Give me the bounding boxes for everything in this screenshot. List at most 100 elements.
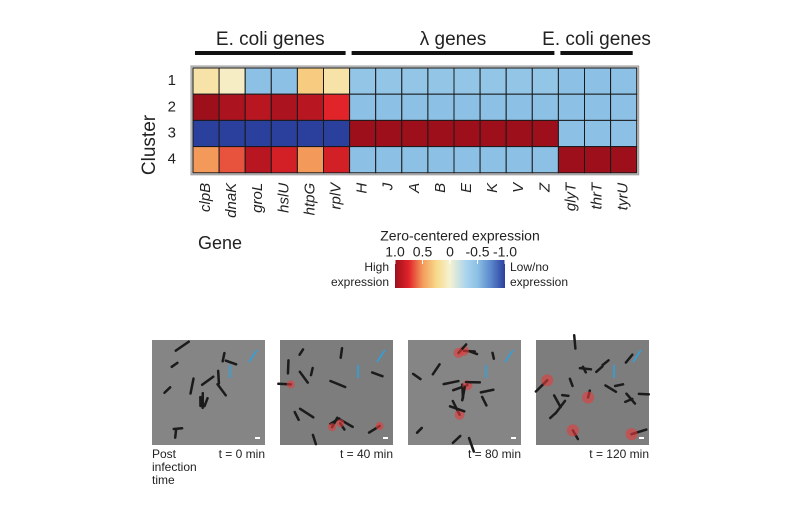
heatmap-cell xyxy=(610,93,638,121)
heatmap-cell xyxy=(479,93,507,121)
lysis-signal xyxy=(566,424,579,437)
arrow xyxy=(504,349,514,363)
heatmap-cell xyxy=(401,119,429,148)
bacterium xyxy=(451,434,462,445)
heatmap-cell xyxy=(244,93,272,121)
bacterium xyxy=(411,372,422,381)
gene-label: V xyxy=(510,181,527,193)
bacterium xyxy=(174,340,190,352)
heatmap-cell xyxy=(557,67,586,95)
heatmap-cell xyxy=(401,67,429,95)
low-label: Low/no xyxy=(510,260,549,274)
heatmap-cell xyxy=(296,119,324,148)
bacterium xyxy=(469,350,479,356)
colorbar-title: Zero-centered expression xyxy=(380,228,540,244)
gene-label: dnaK xyxy=(223,182,240,218)
heatmap-cell xyxy=(557,93,586,121)
heatmap-cell xyxy=(244,119,272,148)
scale-bar xyxy=(511,437,516,439)
lysis-signal xyxy=(541,374,554,387)
micrograph xyxy=(280,340,393,445)
gene-label: rplV xyxy=(328,181,345,210)
bacterium xyxy=(604,384,618,394)
bacterium xyxy=(431,363,441,376)
bacterium xyxy=(298,348,305,356)
bacterium xyxy=(480,395,488,407)
heatmap-cell xyxy=(427,93,455,121)
colorbar-tick-label: 1.0 xyxy=(385,244,405,260)
bacterium xyxy=(339,346,344,359)
heatmap-cell xyxy=(505,93,533,121)
heatmap-cell xyxy=(453,67,481,95)
bacterium xyxy=(329,379,347,389)
bacterium xyxy=(370,371,384,378)
heatmap-cell xyxy=(349,93,377,121)
bacterium xyxy=(467,436,476,453)
gene-label: thrT xyxy=(589,181,606,210)
bacterium xyxy=(554,399,567,415)
heatmap-cell xyxy=(479,119,507,148)
low-label: expression xyxy=(510,275,568,289)
heatmap-cell xyxy=(479,67,507,95)
bacterium xyxy=(594,365,604,374)
heatmap-cell xyxy=(218,67,246,95)
bacterium xyxy=(448,405,466,413)
gene-label: J xyxy=(380,182,397,191)
heatmap-cell xyxy=(401,146,429,174)
row-label: 4 xyxy=(168,151,176,168)
bacterium xyxy=(170,361,179,369)
bacterium xyxy=(578,366,593,371)
gene-label: htpG xyxy=(301,182,318,215)
gene-label: K xyxy=(484,182,501,193)
bacterium xyxy=(286,359,290,375)
bacterium xyxy=(552,394,562,409)
heatmap-cell xyxy=(584,67,612,95)
bacterium xyxy=(173,428,178,439)
heatmap-cell xyxy=(427,67,455,95)
heatmap-cell xyxy=(270,93,298,121)
heatmap-cell xyxy=(323,146,351,174)
lysis-signal xyxy=(625,428,638,441)
heatmap-cell xyxy=(323,93,351,121)
heatmap-cell xyxy=(610,146,638,174)
row-label: 2 xyxy=(168,98,176,115)
heatmap-cell xyxy=(218,119,246,148)
panel-caption: time xyxy=(152,473,175,487)
micrograph xyxy=(152,340,265,445)
bacterium xyxy=(311,433,318,446)
scale-bar xyxy=(383,437,388,439)
bacterium xyxy=(581,365,588,374)
heatmap-cell xyxy=(427,119,455,148)
heatmap-cell xyxy=(349,146,377,174)
heatmap-cell xyxy=(505,67,533,95)
bacterium xyxy=(298,370,309,384)
heatmap-cell xyxy=(192,146,220,174)
heatmap-cell xyxy=(270,119,298,148)
heatmap-cell xyxy=(427,146,455,174)
lysis-signal xyxy=(375,422,384,431)
heatmap-cell xyxy=(610,119,638,148)
heatmap-cell xyxy=(296,93,324,121)
gene-label: Z xyxy=(536,182,553,193)
colorbar-tick-label: 0 xyxy=(446,244,454,260)
panel-caption: infection xyxy=(152,460,197,474)
heatmap-cell xyxy=(323,119,351,148)
bacterium xyxy=(293,410,300,422)
bacterium xyxy=(298,407,315,419)
heatmap-cell xyxy=(296,146,324,174)
heatmap-cell xyxy=(453,119,481,148)
scale-bar xyxy=(255,437,260,439)
gene-label: E xyxy=(458,182,475,193)
panel-label: t = 0 min xyxy=(219,447,265,461)
bacterium xyxy=(415,426,424,434)
lysis-signal xyxy=(453,348,464,359)
heatmap-cell xyxy=(505,146,533,174)
heatmap-cell xyxy=(192,67,220,95)
heatmap-cell xyxy=(244,146,272,174)
colorbar xyxy=(395,260,505,288)
bacterium xyxy=(163,386,172,395)
heatmap-cell xyxy=(401,93,429,121)
heatmap-cell xyxy=(323,67,351,95)
heatmap-cell xyxy=(375,67,403,95)
